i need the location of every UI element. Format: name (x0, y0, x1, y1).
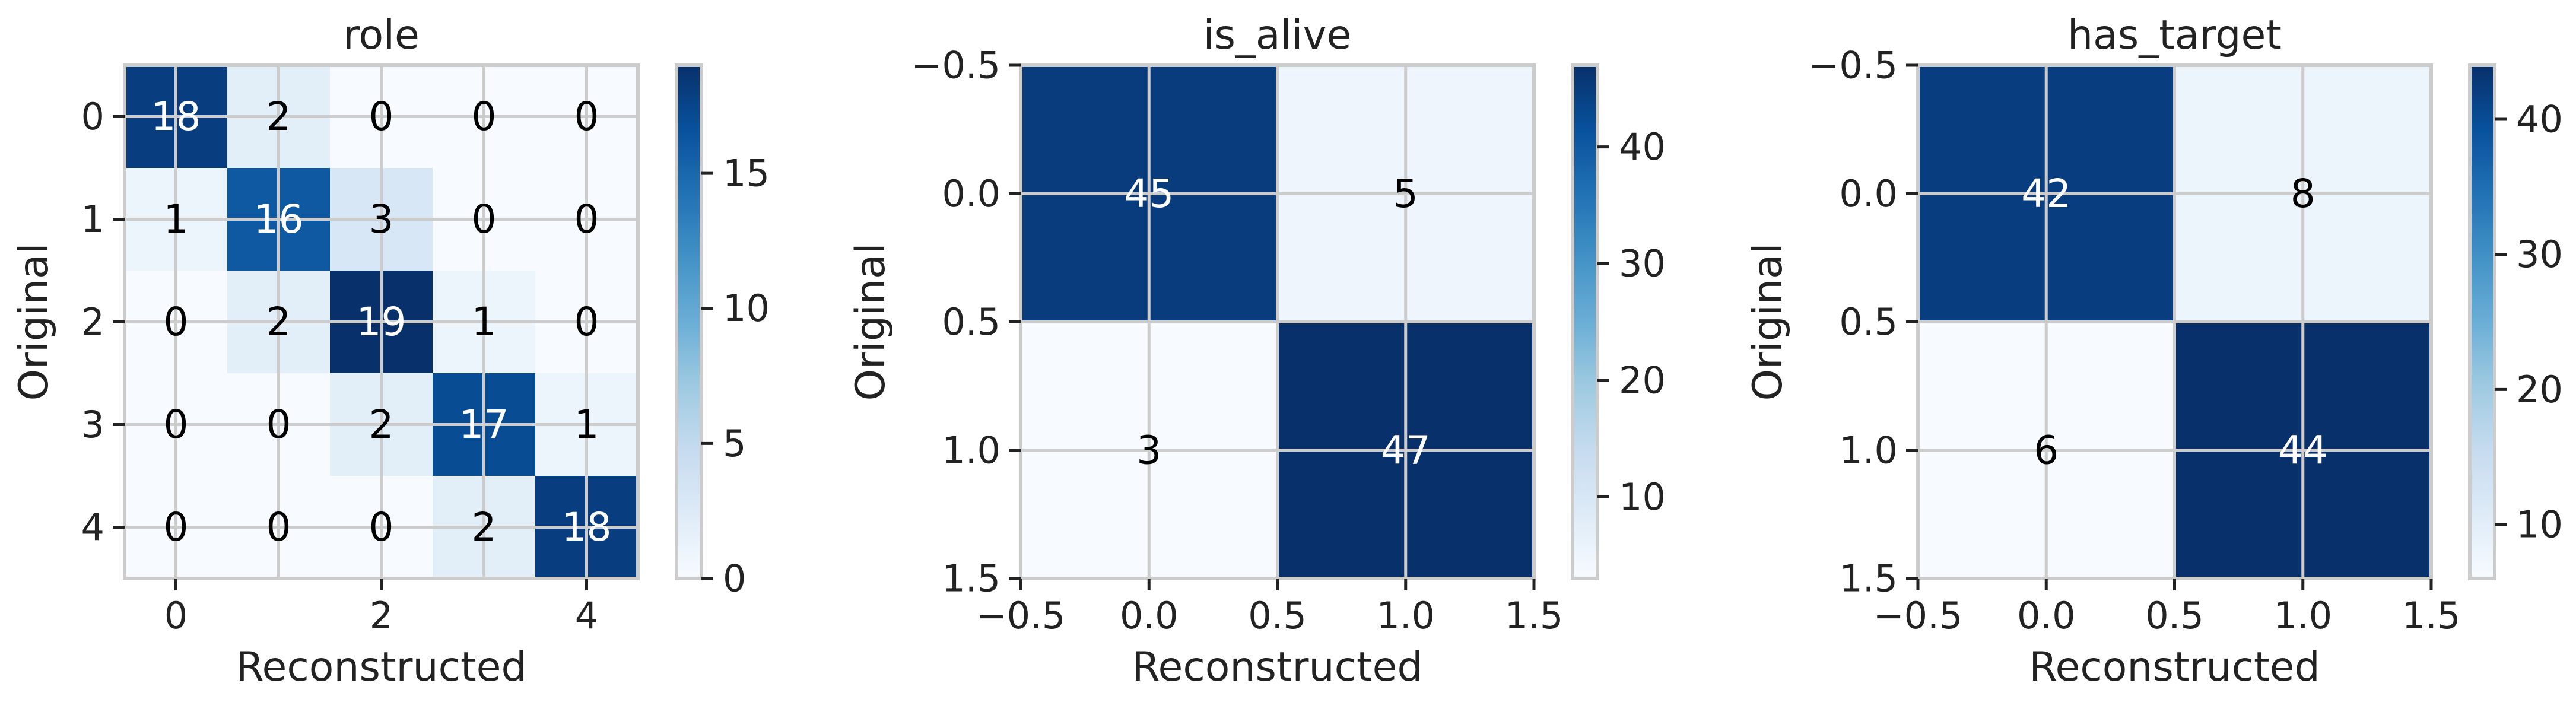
heatmap-panel-role: 18 2 0 0 01 16 3 0 00 2 19 1 00 0 2 17 10 0 0 2 180 2 401234ro… (11, 12, 770, 691)
cell-value-label: 1 (574, 402, 599, 447)
y-tick-label: 0.0 (942, 172, 1000, 215)
x-tick-label: 2 (370, 594, 393, 637)
cell-value-label: 2 (266, 299, 291, 345)
y-tick-label: 3 (81, 403, 104, 446)
colorbar-tick-label: 20 (2516, 368, 2563, 411)
cell-value-label: 0 (574, 196, 599, 242)
colorbar-gradient (2470, 65, 2495, 579)
chart-title: has_target (2067, 12, 2282, 59)
x-tick-label: 1.0 (2273, 594, 2332, 637)
cell-value-label: 2 (472, 504, 497, 550)
y-tick-label: 1.5 (1839, 557, 1898, 600)
x-tick-label: 0 (164, 594, 188, 637)
colorbar-tick-label: 15 (723, 152, 770, 195)
x-axis-label: Reconstructed (2029, 644, 2320, 691)
cell-value-label: 45 (1124, 171, 1174, 217)
x-tick-label: 0.0 (2017, 594, 2076, 637)
colorbar-frame (675, 63, 703, 580)
cell-value-label: 8 (2291, 171, 2315, 217)
cell-value-label: 1 (164, 196, 189, 242)
cell-value-label: 6 (2034, 427, 2059, 473)
colorbar: 10 20 30 40 (1571, 63, 1666, 580)
cell-value-label: 0 (266, 504, 291, 550)
x-axis-label: Reconstructed (236, 644, 526, 691)
colorbar-frame (1571, 63, 1599, 580)
colorbar-tick-label: 10 (1619, 475, 1666, 519)
cell-value-label: 16 (254, 196, 304, 242)
x-tick-label: 0.0 (1120, 594, 1179, 637)
x-tick-label: 1.5 (1505, 594, 1564, 637)
cell-value-label: 3 (369, 196, 394, 242)
colorbar-tick-label: 40 (2516, 98, 2563, 141)
colorbar: 0 5 10 15 (675, 63, 770, 600)
colorbar-tick-label: 10 (723, 287, 770, 330)
x-tick-label: 1.0 (1376, 594, 1435, 637)
cell-value-label: 5 (1393, 171, 1418, 217)
cell-value-label: 0 (472, 196, 497, 242)
y-tick-label: −0.5 (1808, 44, 1898, 87)
cell-value-label: 0 (266, 402, 291, 447)
grid-lines (125, 65, 638, 579)
chart-title: is_alive (1203, 12, 1352, 59)
x-tick-label: −0.5 (1873, 594, 1963, 637)
y-tick-label: −0.5 (911, 44, 1000, 87)
cell-value-label: 0 (164, 402, 189, 447)
cell-value-label: 44 (2278, 427, 2328, 473)
cell-value-label: 18 (151, 94, 201, 139)
y-tick-label: 1.0 (942, 428, 1000, 472)
colorbar-tick-label: 0 (723, 557, 746, 600)
y-axis-label: Original (847, 243, 894, 401)
cell-value-label: 17 (459, 402, 509, 447)
y-axis-label: Original (1745, 243, 1792, 401)
cell-value-label: 0 (472, 94, 497, 139)
cell-value-label: 18 (562, 504, 612, 550)
cell-value-label: 2 (369, 402, 394, 447)
x-tick-label: 1.5 (2402, 594, 2461, 637)
cell-value-label: 0 (574, 94, 599, 139)
colorbar-tick-label: 5 (723, 422, 746, 465)
cell-value-label: 3 (1136, 427, 1161, 473)
cell-value-label: 1 (472, 299, 497, 345)
colorbar: 10 20 30 40 (2468, 63, 2563, 580)
colorbar-tick-label: 10 (2516, 503, 2563, 546)
x-tick-label: 0.5 (1248, 594, 1307, 637)
colorbar-gradient (1573, 65, 1597, 579)
y-tick-label: 1.0 (1839, 428, 1898, 472)
cell-value-label: 42 (2021, 171, 2071, 217)
y-tick-label: 1.5 (942, 557, 1000, 600)
x-tick-label: 4 (575, 594, 598, 637)
cell-value-label: 0 (164, 504, 189, 550)
x-axis-label: Reconstructed (1132, 644, 1422, 691)
cell-value-label: 0 (574, 299, 599, 345)
y-tick-label: 0.0 (1839, 172, 1898, 215)
colorbar-gradient (676, 65, 701, 579)
colorbar-tick-label: 30 (2516, 233, 2563, 276)
cell-value-label: 0 (164, 299, 189, 345)
colorbar-tick-label: 30 (1619, 242, 1666, 285)
y-tick-label: 0.5 (942, 300, 1000, 344)
x-tick-label: 0.5 (2145, 594, 2204, 637)
colorbar-tick-label: 20 (1619, 358, 1666, 402)
y-axis-label: Original (11, 243, 58, 401)
y-tick-label: 0.5 (1839, 300, 1898, 344)
cell-value-label: 0 (369, 504, 394, 550)
chart-title: role (343, 12, 420, 59)
cell-value-label: 0 (369, 94, 394, 139)
cell-value-label: 19 (357, 299, 406, 345)
y-tick-label: 0 (81, 95, 104, 138)
cell-value-label: 47 (1381, 427, 1431, 473)
cell-value-label: 2 (266, 94, 291, 139)
x-tick-label: −0.5 (976, 594, 1066, 637)
colorbar-frame (2468, 63, 2496, 580)
y-tick-label: 4 (81, 506, 104, 549)
y-tick-label: 2 (81, 300, 104, 344)
y-tick-label: 1 (81, 198, 104, 241)
colorbar-tick-label: 40 (1619, 125, 1666, 169)
heatmap-panel-is-alive: 45 53 47−0.5 0.0 0.5 1.0 1.5−0.50.00.51.01.5is… (847, 12, 1666, 691)
heatmap-panel-has-target: 42 86 44−0.5 0.0 0.5 1.0 1.5−0.50.00.51.01.5ha… (1745, 12, 2563, 691)
